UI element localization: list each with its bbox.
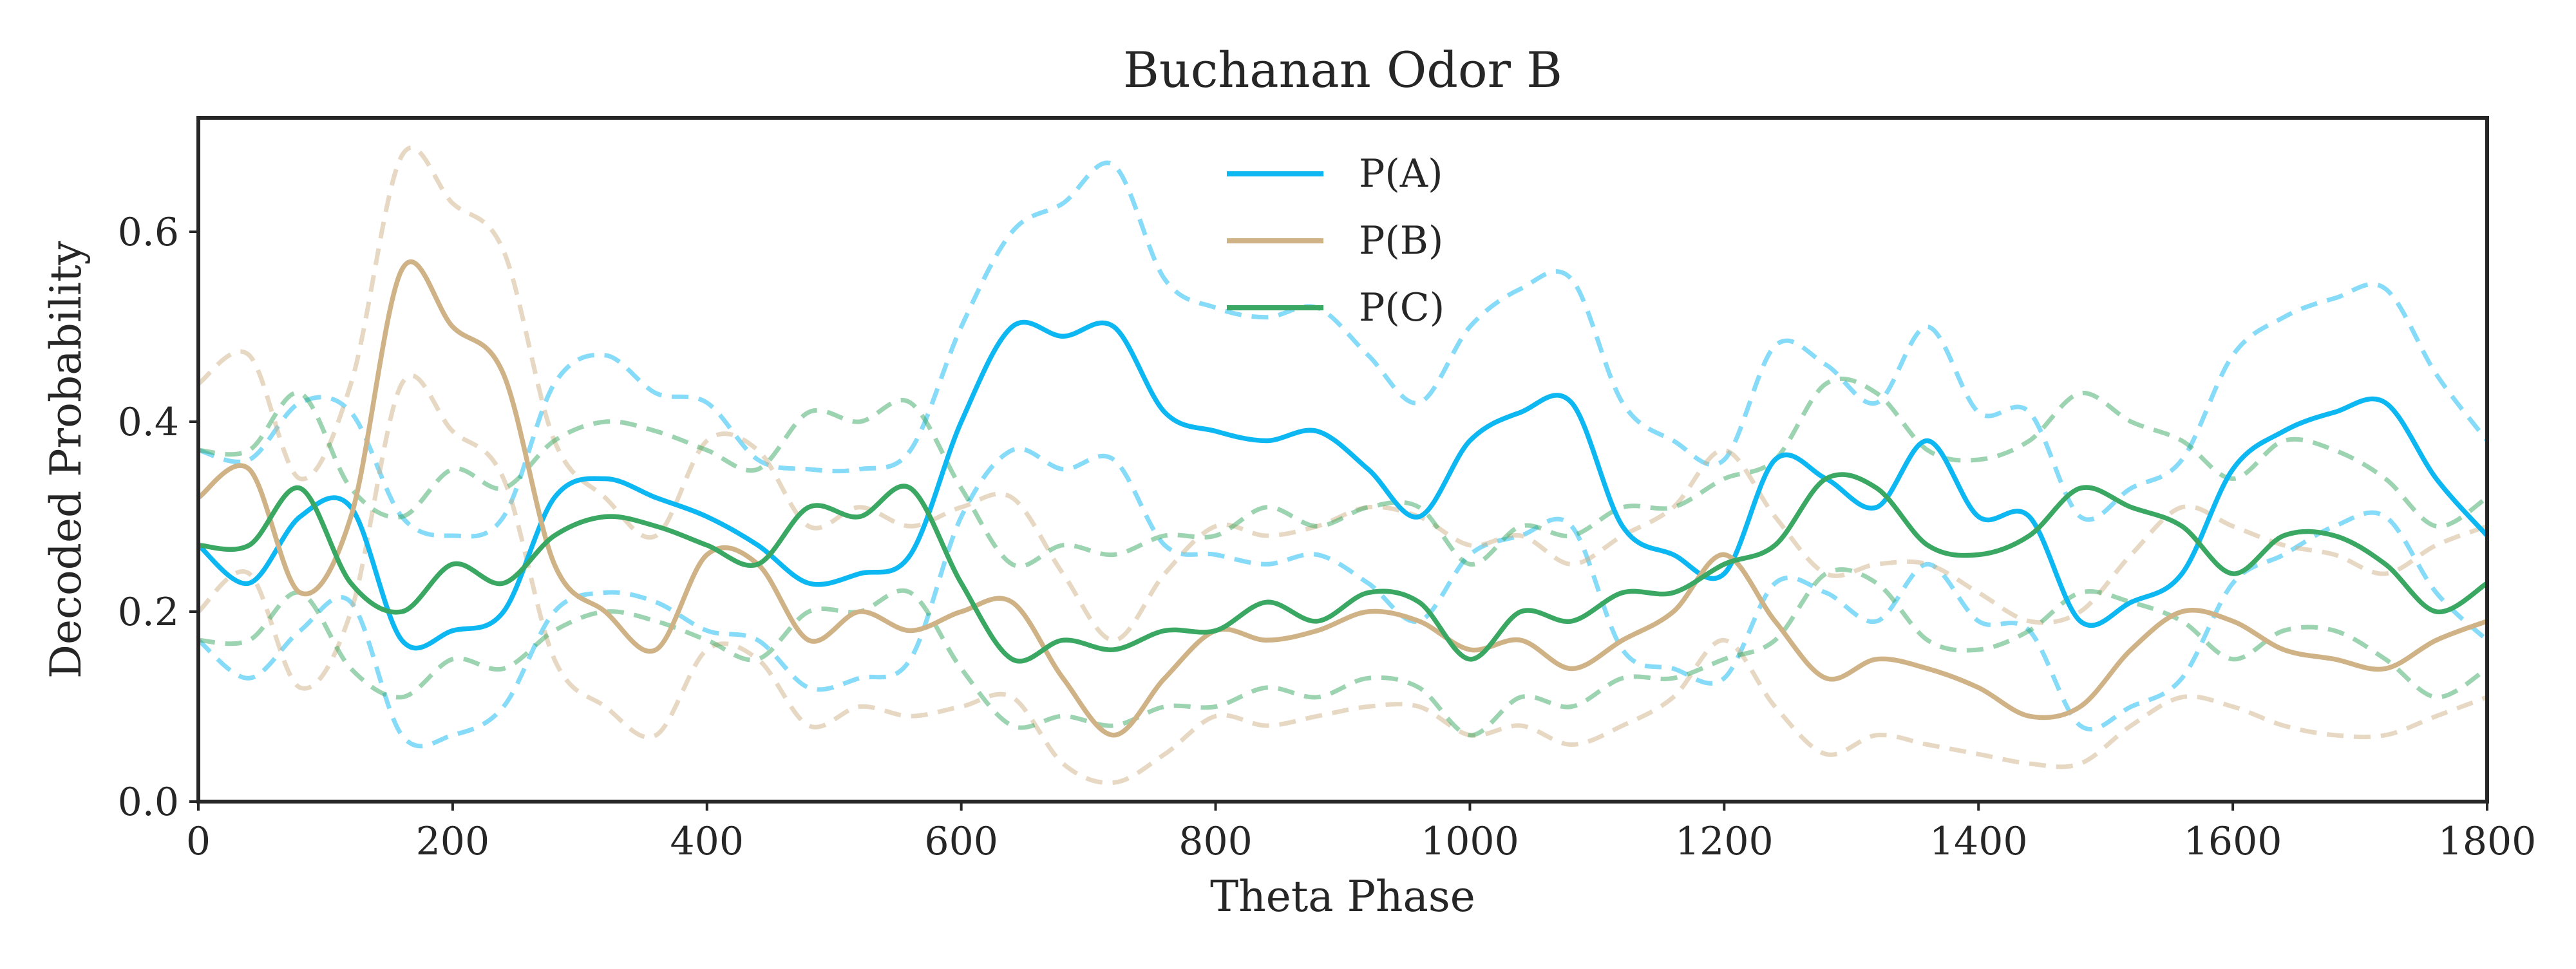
x-tick-label: 1600: [2184, 819, 2282, 864]
series-b-lower-bound: [198, 373, 2487, 786]
x-tick-label: 1800: [2438, 819, 2537, 864]
legend-label-b: P(B): [1359, 218, 1443, 263]
legend-label-c: P(C): [1359, 285, 1444, 330]
y-axis-label: Decoded Probability: [41, 240, 91, 679]
x-tick-label: 600: [924, 819, 998, 864]
y-tick-label: 0.2: [118, 590, 179, 635]
series-a-line: [198, 319, 2487, 651]
plot-area: [198, 146, 2487, 786]
x-tick-label: 1200: [1675, 819, 1774, 864]
y-tick-label: 0.6: [118, 210, 179, 255]
x-tick-label: 800: [1179, 819, 1253, 864]
x-axis-label: Theta Phase: [1210, 872, 1475, 921]
legend-label-a: P(A): [1359, 151, 1443, 196]
series-c-lower-bound: [198, 567, 2487, 738]
legend: P(A) P(B) P(C): [1227, 151, 1444, 330]
x-tick-label: 1400: [1929, 819, 2028, 864]
x-tick-label: 200: [416, 819, 490, 864]
chart-title: Buchanan Odor B: [1123, 41, 1562, 99]
plot-frame: [196, 116, 2489, 804]
x-tick-label: 1000: [1421, 819, 1519, 864]
y-tick-label: 0.0: [118, 780, 179, 825]
y-axis: 0.0 0.2 0.4 0.6: [118, 210, 198, 825]
series-a-upper-bound: [198, 160, 2487, 539]
series-b-line: [198, 259, 2487, 738]
series-a-lower-bound: [198, 446, 2487, 749]
series-c-line: [198, 472, 2487, 664]
x-axis: 0 200 400 600 800 1000 1200 1400 1600 1800: [186, 802, 2536, 864]
series-c-upper-bound: [198, 376, 2487, 569]
series-b-upper-bound: [198, 146, 2487, 643]
x-tick-label: 400: [670, 819, 744, 864]
y-tick-label: 0.4: [118, 400, 179, 445]
x-tick-label: 0: [186, 819, 211, 864]
